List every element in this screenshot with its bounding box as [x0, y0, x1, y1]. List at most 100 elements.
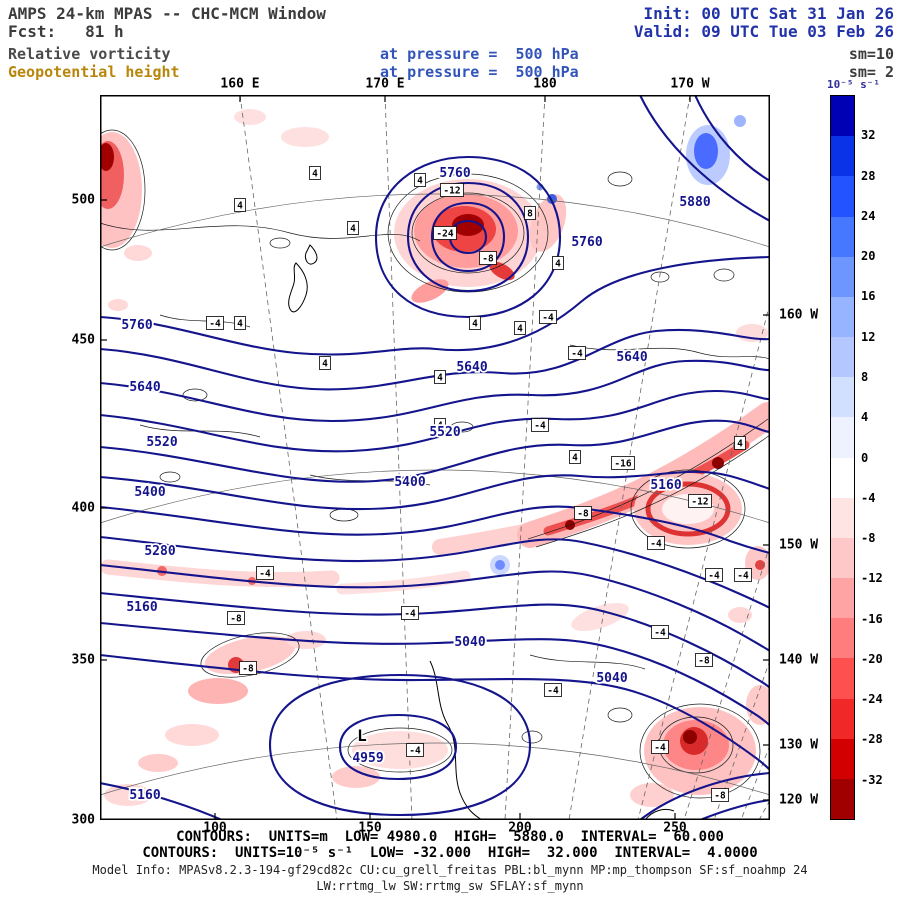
colorbar-segment — [831, 377, 854, 418]
vorticity-contour-label: 4 — [347, 221, 359, 235]
axis-label-left: 300 — [71, 812, 95, 828]
axis-label-left: 450 — [71, 332, 95, 348]
colorbar-segment — [831, 176, 854, 217]
vorticity-contour-label: -4 — [531, 418, 549, 432]
vorticity-contour-label: 4 — [234, 316, 246, 330]
colorbar-segment — [831, 337, 854, 378]
colorbar-tick-label: 28 — [861, 168, 876, 183]
axis-label-right: 120 W — [779, 792, 819, 808]
height-contours — [100, 95, 770, 820]
height-contour-label: 5520 — [429, 425, 460, 440]
vorticity-contour-label: 8 — [524, 206, 536, 220]
vorticity-contour-label: -8 — [239, 661, 257, 675]
vorticity-contour-label: 4 — [319, 356, 331, 370]
colorbar-tick-label: -24 — [861, 692, 883, 707]
height-contour-label: 5160 — [126, 600, 157, 615]
colorbar-tick-label: 4 — [861, 410, 869, 425]
height-contour-label: 5640 — [456, 360, 487, 375]
svg-text:-8: -8 — [482, 254, 494, 265]
height-contour-label: 5160 — [129, 788, 160, 803]
vorticity-contour-label: -12 — [440, 183, 464, 197]
height-contour-label: 5760 — [571, 235, 602, 250]
colorbar-segment — [831, 578, 854, 619]
svg-text:-4: -4 — [737, 571, 749, 582]
axis-label-left: 350 — [71, 652, 95, 668]
colorbar-tick-label: 0 — [861, 450, 869, 465]
vorticity-contour-label: 4 — [514, 321, 526, 335]
vorticity-contour-label: -8 — [227, 611, 245, 625]
frame-ticks — [100, 95, 770, 820]
field2-level: at pressure = 500 hPa — [380, 63, 579, 81]
colorbar-tick-label: 20 — [861, 249, 876, 264]
axis-label-left: 400 — [71, 500, 95, 516]
svg-text:4: 4 — [312, 169, 318, 180]
vorticity-contour-label: 4 — [552, 256, 564, 270]
svg-text:-4: -4 — [404, 609, 416, 620]
colorbar-tick-label: 12 — [861, 329, 876, 344]
svg-text:-8: -8 — [698, 656, 710, 667]
axis-label-bottom: 100 — [203, 820, 227, 836]
colorbar-segment — [831, 497, 854, 538]
vorticity-contour-label: -4 — [406, 743, 424, 757]
vorticity-contour-label: -4 — [544, 683, 562, 697]
colorbar-segment — [831, 216, 854, 257]
height-contour-label: 5640 — [129, 380, 160, 395]
vorticity-contour-label: -4 — [206, 316, 224, 330]
axis-label-right: 130 W — [779, 737, 819, 753]
axis-label-top: 170 E — [365, 76, 405, 92]
svg-text:-4: -4 — [542, 313, 554, 324]
height-contour-label: 5640 — [616, 350, 647, 365]
valid-time: Valid: 09 UTC Tue 03 Feb 26 — [633, 22, 894, 41]
colorbar-segment — [831, 457, 854, 498]
height-contour-label: 5040 — [596, 671, 627, 686]
height-contour-label: 5520 — [146, 435, 177, 450]
contour-info-vorticity: CONTOURS: UNITS=10⁻⁵ s⁻¹ LOW= -32.000 HI… — [142, 845, 758, 861]
colorbar-tick-label: 32 — [861, 128, 876, 143]
vorticity-contour-label: 4 — [469, 316, 481, 330]
svg-text:4: 4 — [572, 453, 578, 464]
height-contour-label: 5040 — [454, 635, 485, 650]
svg-text:-4: -4 — [654, 743, 666, 754]
model-info-line2: LW:rrtmg_lw SW:rrtmg_sw SFLAY:sf_mynn — [316, 879, 584, 893]
svg-text:-8: -8 — [230, 614, 242, 625]
svg-text:-4: -4 — [571, 349, 583, 360]
colorbar-tick-label: 8 — [861, 369, 869, 384]
colorbar-tick-label: -8 — [861, 531, 876, 546]
field1-name: Relative vorticity — [8, 45, 171, 63]
vorticity-contour-label: -4 — [539, 310, 557, 324]
colorbar-unit-label: 10⁻⁵ s⁻¹ — [827, 78, 880, 91]
forecast-hour: Fcst: 81 h — [8, 22, 124, 41]
axis-label-left: 500 — [71, 192, 95, 208]
svg-text:8: 8 — [527, 209, 533, 220]
vorticity-labels: 4 4 4 4 -12 -24 -8 8 4 -4 4 4 4 -4 4 4 -4 4 -4 4 -16 -8 -4 -12 4… — [206, 166, 752, 802]
vorticity-contour-label: 4 — [434, 418, 446, 432]
forecast-map: 4 4 4 4 -12 -24 -8 8 4 -4 4 4 4 -4 4 4 -4 4 -4 4 -16 -8 -4 -12 4… — [100, 95, 770, 820]
vorticity-contour-label: 4 — [414, 173, 426, 187]
field1-smoothing: sm=10 — [848, 45, 894, 63]
svg-text:-4: -4 — [534, 421, 546, 432]
vorticity-contour-label: -4 — [651, 625, 669, 639]
colorbar-segment — [831, 136, 854, 177]
svg-text:-4: -4 — [547, 686, 559, 697]
vorticity-contour-label: -4 — [705, 568, 723, 582]
svg-text:4: 4 — [350, 224, 356, 235]
axis-label-bottom: 250 — [663, 820, 687, 836]
height-contour-label: 5160 — [650, 478, 681, 493]
svg-text:-4: -4 — [654, 628, 666, 639]
vorticity-contour-label: 4 — [434, 370, 446, 384]
axis-label-top: 170 W — [670, 76, 710, 92]
colorbar-segment — [831, 96, 854, 137]
height-contour-label: 5760 — [439, 166, 470, 181]
colorbar-tick-label: 16 — [861, 289, 876, 304]
vorticity-contour-label: -4 — [256, 566, 274, 580]
vorticity-contour-label: -4 — [734, 568, 752, 582]
height-contour-label: 5280 — [144, 544, 175, 559]
vorticity-contour-label: -4 — [401, 606, 419, 620]
height-contour-label: 5880 — [679, 195, 710, 210]
contour-info-height: CONTOURS: UNITS=m LOW= 4980.0 HIGH= 5880… — [176, 829, 724, 845]
svg-text:-4: -4 — [409, 746, 421, 757]
vorticity-contour-label: -8 — [479, 251, 497, 265]
axis-label-right: 140 W — [779, 652, 819, 668]
colorbar-segment — [831, 698, 854, 739]
